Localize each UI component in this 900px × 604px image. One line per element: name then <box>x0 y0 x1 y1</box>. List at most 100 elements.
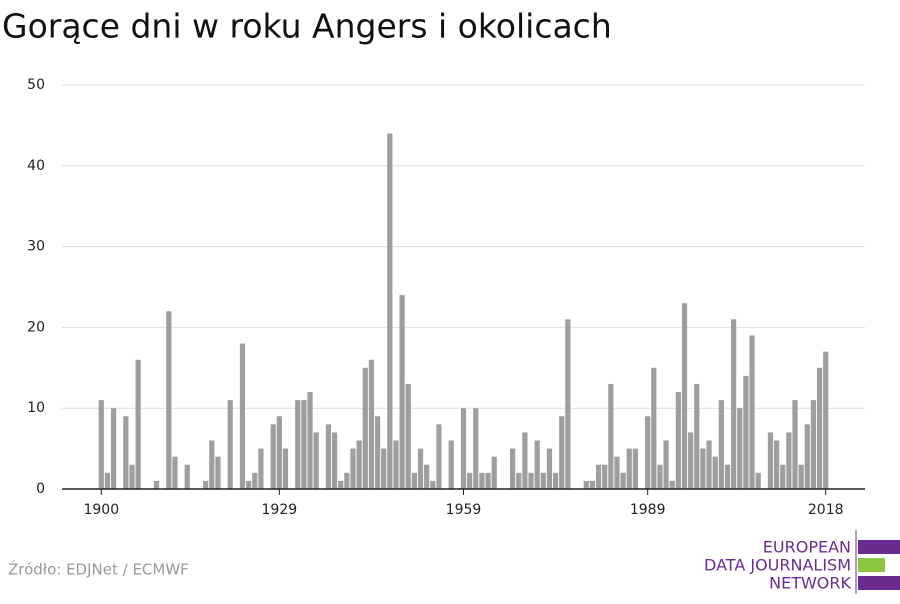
bar <box>460 408 467 489</box>
logo-text: NETWORK <box>769 574 851 593</box>
bar <box>184 464 190 489</box>
bar <box>307 392 313 489</box>
bar <box>651 367 657 489</box>
bar <box>295 400 301 489</box>
bar <box>393 440 399 489</box>
bar <box>153 480 160 489</box>
bar <box>239 343 246 489</box>
bar <box>798 464 804 489</box>
y-tick-label: 50 <box>27 77 45 93</box>
bar <box>804 424 810 489</box>
bar <box>430 480 436 489</box>
bar <box>780 464 786 489</box>
bar <box>589 480 596 489</box>
bar <box>276 416 282 489</box>
bar <box>583 480 589 489</box>
bar <box>424 464 430 489</box>
bar <box>510 448 516 489</box>
bar <box>325 424 332 489</box>
bar <box>252 472 258 489</box>
bar <box>491 456 497 489</box>
bar <box>602 464 608 489</box>
bar <box>485 472 491 489</box>
bar <box>675 392 681 489</box>
bar <box>546 448 553 489</box>
bar <box>632 448 639 489</box>
bar <box>166 311 172 489</box>
bar <box>405 383 411 489</box>
bar <box>663 440 669 489</box>
bar <box>540 472 546 489</box>
bar <box>436 424 442 489</box>
bar <box>645 416 651 489</box>
bar <box>688 432 694 489</box>
bar <box>399 295 405 489</box>
bar <box>258 448 264 489</box>
logo-bar <box>858 576 900 590</box>
bar <box>135 359 141 489</box>
y-tick-label: 20 <box>27 319 45 335</box>
chart-title: Gorące dni w roku Angers i okolicach <box>2 7 612 46</box>
bar <box>743 375 749 489</box>
bar <box>172 456 178 489</box>
bar <box>749 335 755 489</box>
bar <box>129 464 135 489</box>
y-tick-label: 0 <box>36 481 45 497</box>
logo-text: DATA JOURNALISM <box>704 556 851 575</box>
bar <box>467 472 473 489</box>
bar <box>368 359 375 489</box>
bar <box>350 448 356 489</box>
logo-text: EUROPEAN <box>763 538 851 557</box>
bar <box>565 319 571 489</box>
bar <box>626 448 632 489</box>
bar <box>767 432 774 489</box>
bar <box>657 464 663 489</box>
bar <box>681 303 688 489</box>
bar <box>356 440 362 489</box>
bar <box>706 440 712 489</box>
bar <box>479 472 485 489</box>
bar <box>338 480 344 489</box>
bar <box>816 367 823 489</box>
bar <box>559 416 565 489</box>
x-tick-label: 2018 <box>808 502 844 518</box>
bar <box>669 480 675 489</box>
bar <box>786 432 792 489</box>
bar <box>270 424 276 489</box>
logo-bar <box>858 558 885 572</box>
source: Źródło: EDJNet / ECMWF <box>8 560 189 579</box>
logo-bar <box>858 540 900 554</box>
x-tick-label: 1989 <box>630 502 666 518</box>
y-tick-label: 10 <box>27 400 45 416</box>
bar <box>344 472 350 489</box>
bar <box>608 383 614 489</box>
x-tick-label: 1929 <box>262 502 298 518</box>
bar <box>387 133 393 490</box>
bar <box>700 448 706 489</box>
bar <box>528 472 534 489</box>
bar <box>810 400 817 489</box>
bar <box>823 351 829 489</box>
bar <box>417 448 424 489</box>
bar <box>448 440 454 489</box>
bar <box>731 319 737 489</box>
bar <box>595 464 602 489</box>
x-tick-label: 1900 <box>83 502 119 518</box>
bar <box>773 440 780 489</box>
bar <box>614 456 620 489</box>
bar <box>374 416 381 489</box>
bar <box>737 408 743 489</box>
bar <box>552 472 559 489</box>
bar <box>209 440 215 489</box>
bar <box>473 408 479 489</box>
bar <box>755 472 761 489</box>
bar <box>246 480 252 489</box>
bar <box>534 440 540 489</box>
bar <box>522 432 528 489</box>
bar <box>724 464 731 489</box>
bar <box>215 456 221 489</box>
bar <box>792 400 798 489</box>
bar <box>694 383 700 489</box>
bar <box>104 472 111 489</box>
